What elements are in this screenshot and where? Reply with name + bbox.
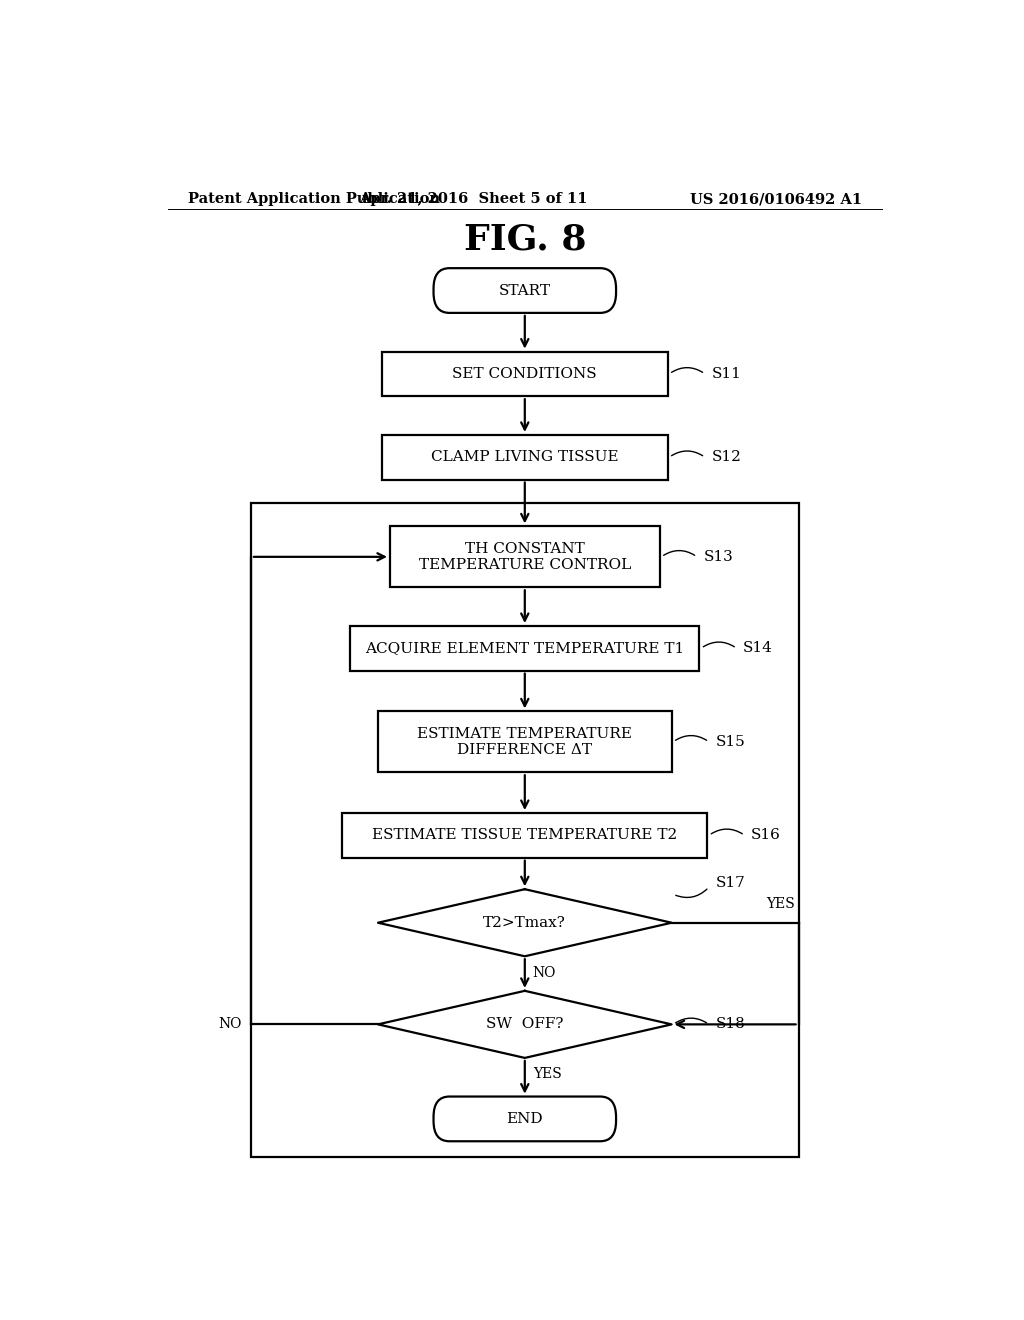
Bar [350, 626, 699, 671]
Text: US 2016/0106492 A1: US 2016/0106492 A1 [690, 191, 862, 206]
Text: Patent Application Publication: Patent Application Publication [187, 191, 439, 206]
Text: S13: S13 [703, 550, 733, 564]
Text: START: START [499, 284, 551, 297]
Text: YES: YES [532, 1067, 561, 1081]
Text: S15: S15 [716, 735, 745, 748]
Text: ACQUIRE ELEMENT TEMPERATURE T1: ACQUIRE ELEMENT TEMPERATURE T1 [366, 642, 684, 655]
Text: T2>Tmax?: T2>Tmax? [483, 916, 566, 929]
FancyBboxPatch shape [433, 268, 616, 313]
FancyBboxPatch shape [433, 1097, 616, 1142]
Text: ESTIMATE TEMPERATURE
DIFFERENCE ΔT: ESTIMATE TEMPERATURE DIFFERENCE ΔT [418, 727, 632, 756]
Text: Apr. 21, 2016  Sheet 5 of 11: Apr. 21, 2016 Sheet 5 of 11 [359, 191, 588, 206]
Text: NO: NO [218, 1018, 242, 1031]
Polygon shape [378, 991, 672, 1057]
Text: S14: S14 [743, 642, 773, 655]
Text: NO: NO [532, 965, 556, 979]
Text: S11: S11 [712, 367, 741, 381]
Text: CLAMP LIVING TISSUE: CLAMP LIVING TISSUE [431, 450, 618, 465]
Text: ESTIMATE TISSUE TEMPERATURE T2: ESTIMATE TISSUE TEMPERATURE T2 [372, 829, 678, 842]
Bar [382, 434, 668, 479]
Text: YES: YES [766, 896, 795, 911]
Text: S17: S17 [716, 876, 745, 890]
Bar [382, 351, 668, 396]
Text: END: END [507, 1111, 543, 1126]
Bar [378, 711, 672, 772]
Text: S16: S16 [751, 829, 781, 842]
Text: S18: S18 [716, 1018, 745, 1031]
Text: S12: S12 [712, 450, 741, 465]
Text: SW  OFF?: SW OFF? [486, 1018, 563, 1031]
Text: FIG. 8: FIG. 8 [464, 223, 586, 256]
Bar [251, 503, 799, 1156]
Text: SET CONDITIONS: SET CONDITIONS [453, 367, 597, 381]
Bar [342, 813, 708, 858]
Polygon shape [378, 890, 672, 956]
Bar [390, 527, 659, 587]
Text: TH CONSTANT
TEMPERATURE CONTROL: TH CONSTANT TEMPERATURE CONTROL [419, 541, 631, 572]
